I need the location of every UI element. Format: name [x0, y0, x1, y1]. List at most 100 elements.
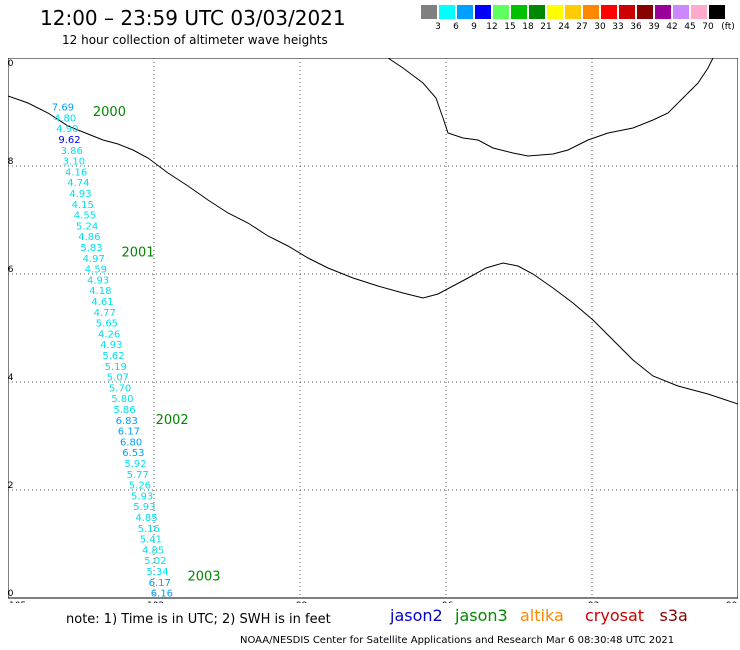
legend-label: 70 [702, 22, 714, 32]
swh-label: 5.80 [111, 394, 133, 405]
coastline-mainland [8, 95, 738, 405]
swh-label: 9.62 [58, 135, 80, 146]
coastline [8, 58, 738, 405]
swh-label: 4.80 [54, 113, 76, 124]
legend-swatch [655, 5, 671, 19]
lon-tick-label: -102 [144, 601, 164, 603]
color-legend: 3 6 9 12 15 18 21 24 27 30 33 36 39 42 45 70 (ft) [421, 5, 735, 35]
swh-label: 3.10 [63, 157, 85, 168]
legend-label: 45 [684, 22, 696, 32]
swh-label: 5.26 [129, 481, 151, 492]
legend-swatch [709, 5, 725, 19]
swh-label: 5.92 [124, 459, 146, 470]
time-label: 2001 [121, 245, 154, 260]
swh-label: 5.41 [140, 535, 162, 546]
swh-label: 5.34 [146, 567, 168, 578]
legend-swatch [673, 5, 689, 19]
lat-tick-label: 12 [8, 481, 13, 491]
legend-swatch [493, 5, 509, 19]
swh-label: 5.16 [138, 524, 160, 535]
swh-label: 4.59 [85, 265, 107, 276]
map-subtitle: 12 hour collection of altimeter wave hei… [62, 33, 328, 47]
legend-swatch [583, 5, 599, 19]
lat-lon-grid [8, 58, 738, 598]
legend-label: 21 [540, 22, 552, 32]
legend-swatch [619, 5, 635, 19]
legend-label: 6 [453, 22, 459, 32]
lat-tick-label: 14 [8, 373, 14, 383]
lon-tick-label: -99 [293, 601, 308, 603]
legend-label: 36 [630, 22, 642, 32]
swh-label: 7.69 [52, 103, 74, 114]
swh-label: 3.86 [61, 146, 83, 157]
swh-label: 5.77 [127, 470, 149, 481]
legend-swatch [601, 5, 617, 19]
legend-label: 33 [612, 22, 624, 32]
lon-tick-label: -90 [723, 601, 738, 603]
lon-tick-label: -105 [8, 601, 26, 603]
swh-label: 5.07 [107, 373, 129, 384]
legend-swatch [637, 5, 653, 19]
lon-tick-label: -93 [585, 601, 600, 603]
legend-swatch [691, 5, 707, 19]
swh-label: 6.83 [116, 416, 138, 427]
lat-tick-label: 10 [8, 589, 14, 599]
legend-swatch [547, 5, 563, 19]
wave-height-map: 7.694.804.909.623.863.104.164.744.934.15… [8, 58, 738, 603]
map-title: 12:00 – 23:59 UTC 03/03/2021 [40, 6, 346, 30]
swh-label: 5.93 [131, 491, 153, 502]
satellite-name: cryosat [585, 606, 645, 625]
legend-swatch [565, 5, 581, 19]
legend-swatch [529, 5, 545, 19]
coastline-gulf [387, 58, 714, 157]
swh-label: 5.65 [96, 319, 118, 330]
satellite-name: jason3 [455, 606, 508, 625]
legend-label: 42 [666, 22, 678, 32]
legend-swatch [439, 5, 455, 19]
swh-label: 6.80 [120, 437, 142, 448]
legend-label: 30 [594, 22, 606, 32]
swh-label: 6.17 [149, 578, 171, 589]
lon-tick-label: -96 [439, 601, 454, 603]
track-time-labels: 2000 2001 2002 2003 [93, 105, 221, 584]
lat-tick-label: 16 [8, 265, 14, 275]
time-label: 2002 [156, 413, 189, 428]
swh-label: 5.93 [133, 502, 155, 513]
swh-label: 6.53 [122, 448, 144, 459]
time-label: 2003 [187, 569, 220, 584]
jason3-track: 7.694.804.909.623.863.104.164.744.934.15… [52, 103, 173, 600]
lat-tick-label: 18 [8, 157, 14, 167]
swh-label: 4.18 [89, 286, 111, 297]
swh-label: 4.90 [56, 124, 78, 135]
satellite-name: s3a [659, 606, 688, 625]
legend-swatch [511, 5, 527, 19]
legend-label: 27 [576, 22, 588, 32]
lat-tick-label: 20 [8, 59, 14, 69]
swh-label: 5.83 [80, 243, 102, 254]
swh-label: 4.85 [142, 545, 164, 556]
swh-label: 4.26 [98, 329, 120, 340]
legend-label: 39 [648, 22, 660, 32]
footnote: note: 1) Time is in UTC; 2) SWH is in fe… [66, 612, 331, 627]
credit-line: NOAA/NESDIS Center for Satellite Applica… [240, 635, 675, 646]
swh-label: 5.02 [144, 556, 166, 567]
swh-label: 4.97 [83, 254, 105, 265]
swh-label: 4.61 [91, 297, 113, 308]
legend-label: 9 [471, 22, 477, 32]
legend-label: 18 [522, 22, 534, 32]
swh-label: 5.70 [109, 383, 131, 394]
swh-label: 4.93 [69, 189, 91, 200]
swh-label: 6.16 [151, 589, 173, 600]
legend-swatch [457, 5, 473, 19]
swh-label: 6.17 [118, 427, 140, 438]
legend-swatch [421, 5, 437, 19]
swh-label: 5.24 [76, 221, 98, 232]
legend-label: 24 [558, 22, 570, 32]
swh-label: 4.15 [72, 200, 94, 211]
legend-label: 15 [504, 22, 516, 32]
swh-label: 4.85 [135, 513, 157, 524]
map-frame [8, 58, 738, 599]
legend-label: 3 [435, 22, 441, 32]
axis-tick-labels: -105 -102 -99 -96 -93 -90 20 18 16 14 12 10 [8, 59, 738, 603]
time-label: 2000 [93, 105, 126, 120]
